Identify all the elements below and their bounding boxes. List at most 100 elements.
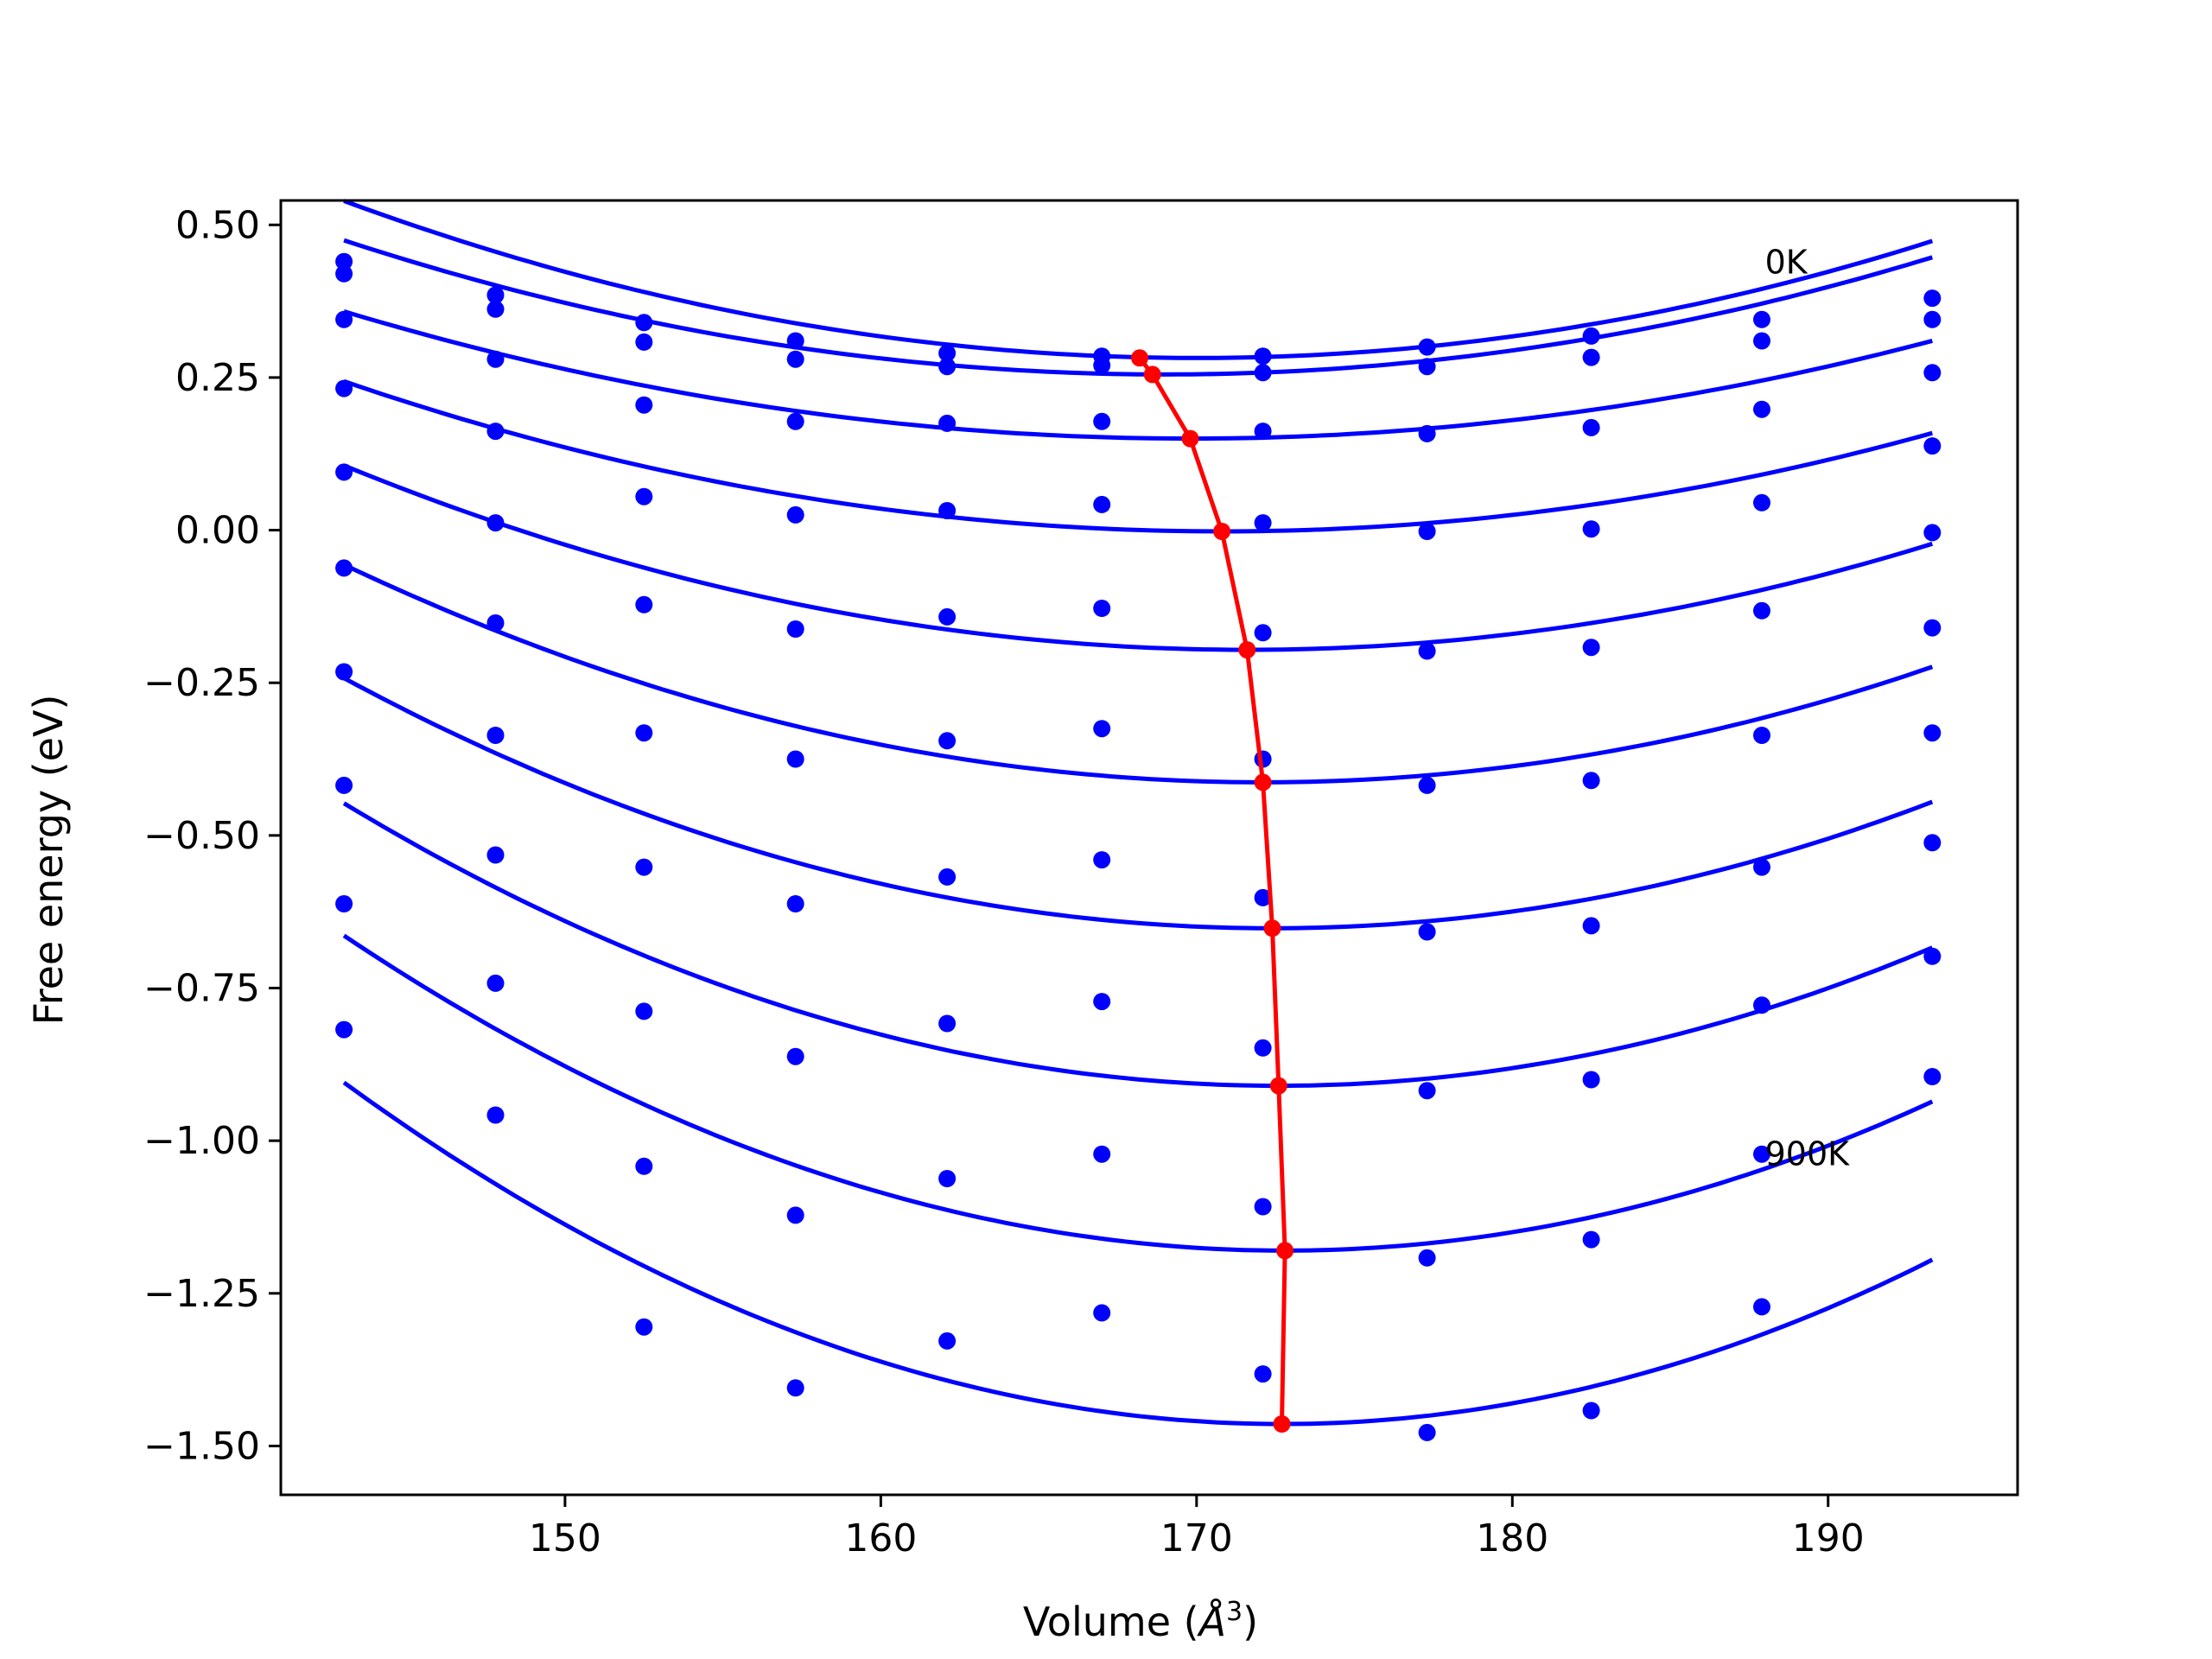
data-point bbox=[786, 620, 804, 638]
data-point bbox=[335, 379, 353, 397]
data-point bbox=[1093, 1145, 1111, 1163]
minimum-point bbox=[1181, 429, 1199, 448]
data-point bbox=[938, 1170, 957, 1187]
data-point bbox=[1753, 493, 1770, 512]
data-point bbox=[1582, 418, 1600, 436]
data-point bbox=[786, 332, 804, 350]
data-point bbox=[786, 1379, 804, 1397]
fit-curve bbox=[342, 933, 1934, 1253]
minimum-point bbox=[1213, 523, 1231, 540]
data-point bbox=[1093, 356, 1111, 374]
minimum-point bbox=[1273, 1415, 1291, 1433]
data-point bbox=[1753, 332, 1770, 350]
x-tick-label: 160 bbox=[844, 1516, 917, 1560]
data-point bbox=[1254, 364, 1272, 382]
data-point bbox=[1582, 520, 1600, 538]
y-tick-label: −0.75 bbox=[143, 967, 260, 1011]
data-point bbox=[1093, 1304, 1111, 1322]
data-point bbox=[1582, 917, 1600, 935]
data-point bbox=[938, 414, 957, 432]
data-point bbox=[1923, 310, 1942, 328]
data-point bbox=[1582, 1071, 1600, 1089]
y-tick-label: −0.25 bbox=[143, 661, 260, 705]
fit-curve bbox=[342, 801, 1934, 1089]
fit-curve bbox=[342, 1080, 1934, 1427]
data-point bbox=[1753, 310, 1770, 328]
minimum-point bbox=[1131, 349, 1148, 367]
data-point bbox=[1093, 495, 1111, 513]
data-points bbox=[335, 252, 1942, 1441]
data-point bbox=[1582, 772, 1600, 790]
minimum-point bbox=[1269, 1077, 1287, 1095]
data-point bbox=[786, 1047, 804, 1065]
data-point bbox=[1582, 1230, 1600, 1249]
x-tick-label: 190 bbox=[1792, 1516, 1865, 1560]
data-point bbox=[635, 858, 653, 876]
data-point bbox=[486, 423, 505, 441]
fit-curve bbox=[343, 378, 1933, 534]
fit-curve bbox=[343, 563, 1934, 785]
data-point bbox=[938, 358, 957, 376]
data-point bbox=[486, 286, 505, 304]
data-point bbox=[486, 974, 505, 992]
fit-curve bbox=[343, 238, 1934, 377]
minimum-point bbox=[1254, 773, 1272, 791]
minimum-point bbox=[1263, 919, 1281, 938]
data-point bbox=[1418, 523, 1436, 540]
data-point bbox=[1923, 947, 1942, 965]
data-point bbox=[1582, 348, 1600, 366]
data-point bbox=[1753, 1145, 1770, 1163]
data-point bbox=[335, 252, 353, 270]
data-point bbox=[1923, 289, 1942, 308]
data-point bbox=[486, 300, 505, 318]
data-point bbox=[938, 607, 957, 626]
data-point bbox=[786, 750, 804, 768]
minimum-point bbox=[1238, 641, 1256, 659]
data-point bbox=[1923, 364, 1942, 382]
data-point bbox=[1753, 400, 1770, 418]
data-point bbox=[1418, 338, 1436, 356]
x-tick-label: 180 bbox=[1476, 1516, 1548, 1560]
data-point bbox=[786, 895, 804, 912]
x-tick-label: 150 bbox=[529, 1516, 601, 1560]
x-axis-title-unit: Å bbox=[1197, 1599, 1226, 1645]
data-point bbox=[1418, 923, 1436, 941]
data-point bbox=[635, 396, 653, 414]
data-point bbox=[486, 846, 505, 864]
plot-frame bbox=[279, 199, 2019, 1497]
x-axis-title: Volume (Å3) bbox=[1023, 1597, 1258, 1645]
minimum-path-line bbox=[1138, 356, 1287, 1425]
data-point bbox=[938, 344, 957, 362]
data-point bbox=[1418, 358, 1436, 376]
data-point bbox=[335, 559, 353, 577]
data-point bbox=[938, 1014, 957, 1033]
data-point bbox=[486, 514, 505, 532]
data-point bbox=[335, 895, 353, 912]
minimum-point bbox=[1276, 1242, 1294, 1260]
data-point bbox=[486, 350, 505, 368]
y-tick-label: 0.50 bbox=[175, 203, 260, 247]
data-point bbox=[1093, 851, 1111, 869]
data-point bbox=[635, 314, 653, 332]
minimum-path bbox=[1131, 349, 1294, 1433]
x-axis-ticks: 150 160 170 180 190 bbox=[529, 1495, 1865, 1560]
data-point bbox=[1753, 996, 1770, 1014]
y-axis-title: Free energy (eV) bbox=[25, 695, 72, 1026]
data-point bbox=[635, 1318, 653, 1336]
data-point bbox=[1923, 437, 1942, 455]
data-point bbox=[335, 663, 353, 681]
y-tick-label: 0.00 bbox=[175, 509, 260, 553]
data-point bbox=[938, 732, 957, 750]
data-point bbox=[1753, 1298, 1770, 1316]
data-point bbox=[786, 412, 804, 430]
data-point bbox=[1254, 347, 1272, 365]
x-axis-title-text: Volume ( bbox=[1023, 1599, 1199, 1645]
data-point bbox=[635, 1157, 653, 1175]
data-point bbox=[1923, 619, 1942, 637]
data-point bbox=[635, 724, 653, 742]
data-point bbox=[1254, 624, 1272, 642]
y-tick-label: −1.25 bbox=[143, 1272, 260, 1316]
data-point bbox=[635, 595, 653, 613]
data-point bbox=[1753, 727, 1770, 744]
